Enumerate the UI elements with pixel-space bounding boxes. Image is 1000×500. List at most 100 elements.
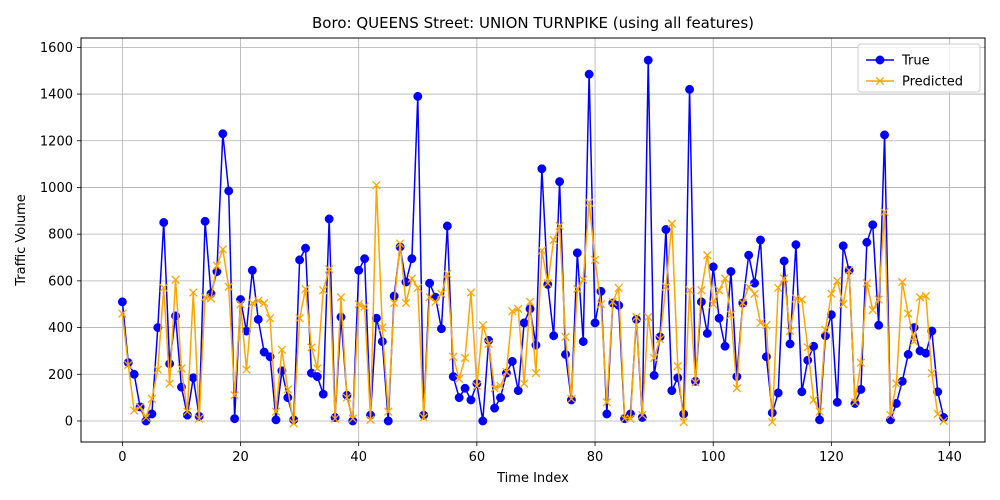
predicted-data-point <box>632 312 641 322</box>
legend-entries: True Predicted <box>866 54 963 90</box>
predicted-data-point <box>555 221 564 231</box>
predicted-data-point <box>578 275 588 284</box>
predicted-data-point <box>513 304 523 314</box>
true-data-point <box>933 387 943 397</box>
predicted-data-point <box>738 298 748 308</box>
x-tick-label: 140 <box>937 450 962 465</box>
true-data-point <box>425 278 435 288</box>
predicted-data-point <box>614 283 623 293</box>
predicted-data-point <box>147 394 157 404</box>
true-data-point <box>815 415 825 425</box>
true-data-point <box>218 129 228 139</box>
plot-frame <box>80 37 986 443</box>
predicted-data-point <box>129 406 139 415</box>
true-data-point <box>129 369 139 379</box>
true-data-point <box>407 254 417 264</box>
predicted-data-point <box>596 299 606 309</box>
predicted-data-point <box>472 381 482 391</box>
true-data-point <box>750 278 760 288</box>
true-data-point <box>247 265 257 275</box>
predicted-data-point <box>508 306 517 316</box>
true-data-point <box>726 267 736 276</box>
predicted-series <box>118 180 948 428</box>
predicted-data-point <box>679 417 688 427</box>
predicted-data-point <box>626 414 635 423</box>
true-data-point <box>513 386 523 396</box>
true-data-point <box>602 409 612 419</box>
true-data-point <box>791 240 801 250</box>
legend: True Predicted <box>857 43 981 93</box>
predicted-data-point <box>330 414 340 423</box>
predicted-data-point <box>779 274 789 283</box>
y-tick-label: 800 <box>48 228 73 243</box>
predicted-data-point <box>419 413 428 422</box>
predicted-data-point <box>927 368 937 378</box>
predicted-data-point <box>354 299 363 309</box>
true-data-point <box>230 414 240 424</box>
true-data-point <box>649 370 659 380</box>
predicted-data-point <box>366 415 375 425</box>
predicted-data-point <box>502 367 511 377</box>
predicted-data-point <box>602 398 612 407</box>
true-data-point <box>555 177 565 187</box>
predicted-data-point <box>903 309 913 318</box>
predicted-data-point <box>537 246 547 255</box>
y-tick-label: 1400 <box>40 88 73 103</box>
true-data-point <box>165 359 175 369</box>
x-tick-label: 20 <box>232 450 249 465</box>
x-tick-label: 100 <box>701 450 726 465</box>
true-data-point <box>413 91 423 101</box>
predicted-data-point <box>283 385 293 394</box>
predicted-data-point <box>909 337 919 346</box>
true-data-point <box>886 415 895 425</box>
true-data-point <box>714 313 724 323</box>
true-data-point <box>862 237 872 247</box>
true-data-point <box>868 220 878 230</box>
predicted-data-point <box>827 289 836 298</box>
predicted-data-point <box>590 255 600 265</box>
true-data-point <box>590 318 600 328</box>
predicted-data-point <box>171 275 180 284</box>
true-data-point <box>188 373 198 383</box>
true-data-point <box>797 387 807 397</box>
true-data-point <box>253 314 263 324</box>
true-data-point <box>460 383 470 393</box>
series-layer <box>117 55 949 428</box>
predicted-data-point <box>862 278 872 288</box>
y-tick-label: 400 <box>48 321 73 336</box>
predicted-data-point <box>165 379 174 388</box>
predicted-data-point <box>685 285 694 295</box>
true-data-point <box>354 265 364 275</box>
predicted-data-point <box>838 299 848 309</box>
true-data-point <box>318 389 328 399</box>
predicted-data-point <box>242 365 251 374</box>
predicted-data-point <box>584 198 594 207</box>
predicted-data-point <box>525 297 535 307</box>
predicted-data-point <box>773 283 783 293</box>
true-data-point <box>720 341 730 351</box>
predicted-data-point <box>395 239 405 248</box>
predicted-data-point <box>708 299 718 309</box>
true-data-point <box>371 313 381 323</box>
true-data-point <box>874 320 884 330</box>
x-tick-label: 60 <box>469 450 486 465</box>
true-data-point <box>832 397 842 407</box>
predicted-data-point <box>608 297 618 307</box>
predicted-data-point <box>212 261 222 270</box>
predicted-data-point <box>933 409 942 419</box>
predicted-data-point <box>253 296 263 305</box>
predicted-data-point <box>236 299 245 309</box>
predicted-data-point <box>567 394 576 404</box>
predicted-data-point <box>460 353 470 363</box>
true-data-point <box>507 356 517 366</box>
true-data-point <box>496 393 505 403</box>
true-data-point <box>809 341 819 351</box>
true-data-point <box>236 295 245 304</box>
true-data-point <box>360 254 370 264</box>
predicted-data-point <box>720 274 730 283</box>
predicted-data-point <box>259 298 269 308</box>
predicted-data-point <box>159 283 168 293</box>
true-data-point <box>561 349 570 359</box>
true-data-point <box>685 84 695 94</box>
true-data-point <box>773 388 783 398</box>
